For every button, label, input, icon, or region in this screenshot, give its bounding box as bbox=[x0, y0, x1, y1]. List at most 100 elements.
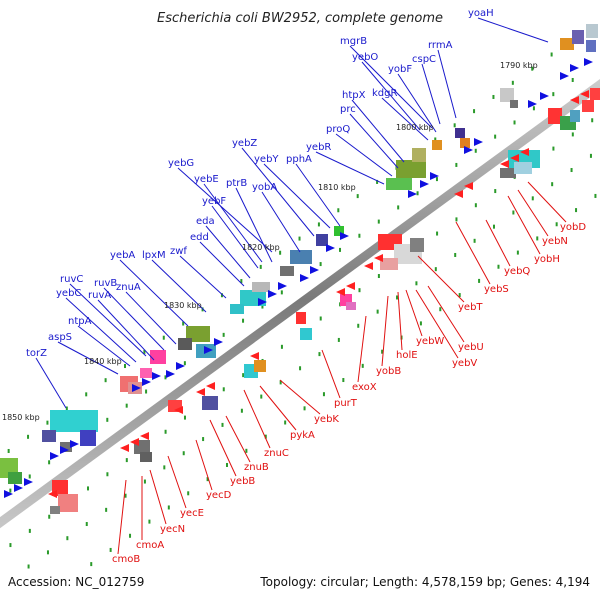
gene-label-znuA: znuA bbox=[116, 282, 141, 293]
strand-arrow-35 bbox=[454, 190, 463, 198]
leader-line bbox=[361, 61, 421, 131]
gene-feature-23 bbox=[280, 266, 294, 276]
gene-label-yebW: yebW bbox=[416, 336, 444, 347]
gene-feature-26 bbox=[230, 304, 244, 314]
strand-arrow-43 bbox=[206, 382, 215, 390]
strand-arrow-16 bbox=[278, 282, 287, 290]
gene-feature-50 bbox=[346, 302, 356, 310]
gene-feature-11 bbox=[455, 128, 465, 138]
gene-feature-39 bbox=[42, 430, 56, 442]
strand-arrow-32 bbox=[520, 148, 529, 156]
gene-feature-48 bbox=[140, 452, 152, 462]
strand-arrow-37 bbox=[364, 262, 373, 270]
strand-arrow-45 bbox=[130, 438, 139, 446]
gene-feature-41 bbox=[80, 430, 96, 446]
leader-line bbox=[381, 295, 389, 367]
strand-arrow-31 bbox=[580, 90, 589, 98]
gene-feature-15 bbox=[386, 178, 412, 190]
leader-line bbox=[405, 289, 423, 337]
gene-label-exoX: exoX bbox=[352, 382, 377, 393]
gene-label-rrmA: rrmA bbox=[428, 40, 453, 51]
gene-label-ptrB: ptrB bbox=[226, 178, 247, 189]
gene-label-ntpA: ntpA bbox=[68, 316, 92, 327]
strand-arrow-3 bbox=[540, 92, 549, 100]
leader-line bbox=[279, 379, 321, 415]
gene-label-proQ: proQ bbox=[326, 124, 350, 135]
gene-label-torZ: torZ bbox=[26, 348, 47, 359]
strand-arrow-42 bbox=[196, 388, 205, 396]
leader-line bbox=[421, 63, 441, 125]
gene-label-cmoA: cmoA bbox=[136, 540, 164, 551]
gene-label-yebY: yebY bbox=[254, 154, 279, 165]
kbp-marker: 1850 kbp bbox=[2, 413, 40, 422]
gene-feature-5 bbox=[510, 100, 518, 108]
leader-line bbox=[427, 285, 465, 343]
kbp-marker: 1790 kbp bbox=[500, 61, 538, 70]
strand-arrow-15 bbox=[268, 290, 277, 298]
leader-line bbox=[151, 259, 207, 313]
genome-backbone bbox=[0, 79, 600, 529]
leader-line bbox=[65, 297, 137, 363]
leader-line bbox=[349, 113, 399, 169]
leader-line bbox=[397, 73, 437, 133]
strand-arrow-0 bbox=[560, 72, 569, 80]
leader-line bbox=[259, 385, 297, 431]
leader-line bbox=[241, 147, 315, 237]
gene-label-yebS: yebS bbox=[484, 284, 509, 295]
gene-label-pphA: pphA bbox=[286, 154, 312, 165]
gene-feature-8 bbox=[570, 110, 580, 122]
gene-feature-10 bbox=[590, 88, 600, 100]
gene-feature-3 bbox=[586, 40, 596, 52]
strand-arrow-28 bbox=[14, 484, 23, 492]
gene-label-yecN: yecN bbox=[160, 524, 185, 535]
strand-arrow-21 bbox=[132, 384, 141, 392]
leader-line bbox=[35, 357, 67, 409]
kbp-marker: 1830 kbp bbox=[164, 301, 202, 310]
strand-arrow-13 bbox=[310, 266, 319, 274]
gene-feature-12 bbox=[460, 138, 470, 148]
gene-feature-9 bbox=[582, 100, 594, 112]
strand-arrow-10 bbox=[326, 244, 335, 252]
gene-label-htpX: htpX bbox=[342, 90, 366, 101]
kbp-marker: 1820 kbp bbox=[242, 243, 280, 252]
strand-arrow-29 bbox=[24, 478, 33, 486]
leader-line bbox=[527, 181, 567, 223]
gene-feature-34 bbox=[150, 350, 166, 364]
gene-label-edd: edd bbox=[190, 232, 209, 243]
strand-arrow-1 bbox=[570, 64, 579, 72]
leader-line bbox=[203, 183, 263, 263]
strand-arrow-24 bbox=[50, 452, 59, 460]
gene-label-yebO: yebO bbox=[352, 52, 378, 63]
topology-label: Topology: circular; Length: 4,578,159 bp… bbox=[259, 575, 590, 589]
strand-arrow-34 bbox=[500, 160, 509, 168]
gene-label-yebQ: yebQ bbox=[504, 266, 530, 277]
gene-label-purT: purT bbox=[334, 398, 358, 409]
leader-line bbox=[417, 255, 465, 303]
leader-line bbox=[243, 389, 271, 449]
gene-label-yobF: yobF bbox=[388, 64, 412, 75]
gene-feature-25 bbox=[252, 282, 270, 292]
strand-arrow-48 bbox=[174, 406, 183, 414]
gene-feature-38 bbox=[50, 410, 98, 432]
leader-line bbox=[485, 219, 511, 267]
gene-feature-1 bbox=[572, 30, 584, 44]
leader-line bbox=[205, 225, 251, 279]
leader-line bbox=[357, 315, 367, 383]
leader-line bbox=[517, 189, 549, 237]
gene-label-yebA: yebA bbox=[110, 250, 135, 261]
strand-arrow-18 bbox=[214, 338, 223, 346]
gene-label-yebK: yebK bbox=[314, 414, 339, 425]
gene-label-ruvA: ruvA bbox=[88, 290, 111, 301]
gene-label-yobA: yobA bbox=[252, 182, 277, 193]
strand-arrow-17 bbox=[204, 346, 213, 354]
gene-feature-16 bbox=[412, 148, 426, 162]
strand-arrow-14 bbox=[258, 298, 267, 306]
gene-feature-18 bbox=[500, 168, 516, 178]
leader-line bbox=[261, 191, 301, 253]
gene-label-yobH: yobH bbox=[534, 254, 560, 265]
strand-arrow-5 bbox=[464, 146, 473, 154]
strand-arrow-7 bbox=[408, 190, 417, 198]
gene-label-yecE: yecE bbox=[180, 508, 204, 519]
leader-line bbox=[397, 291, 403, 351]
strand-arrow-9 bbox=[430, 172, 439, 180]
